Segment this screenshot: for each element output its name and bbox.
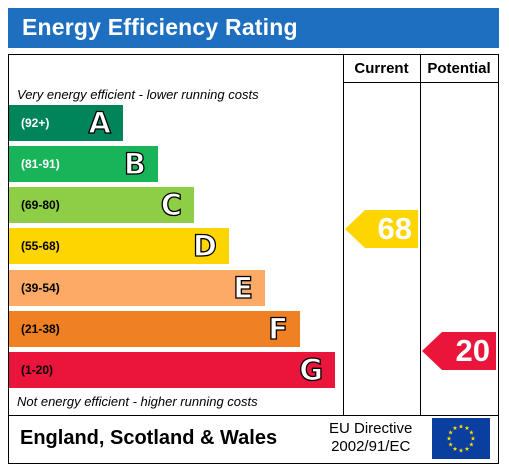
- eu-star-icon: [448, 430, 453, 435]
- band-letter: G: [299, 352, 324, 387]
- eu-star-icon: [452, 446, 458, 451]
- band-letter: A: [88, 105, 112, 140]
- eu-star-icon: [448, 442, 453, 447]
- potential-rating-arrow: 20: [422, 332, 496, 370]
- band-range: (92+): [21, 116, 50, 130]
- band-c: (69-80) C: [9, 187, 194, 223]
- band-range: (69-80): [21, 198, 60, 212]
- band-letter: E: [233, 270, 254, 305]
- eu-directive-line1: EU Directive: [329, 420, 413, 437]
- footer: England, Scotland & Wales EU Directive 2…: [8, 415, 499, 464]
- potential-arrow-shape: [422, 332, 496, 370]
- current-rating-value: 68: [377, 211, 412, 246]
- band-range: (1-20): [21, 363, 54, 377]
- column-header-potential: Potential: [427, 60, 491, 77]
- eu-star-icon: [469, 442, 474, 447]
- page-title: Energy Efficiency Rating: [22, 14, 298, 40]
- eu-star-icon: [452, 425, 458, 431]
- eu-star-icon: [458, 424, 464, 429]
- band-g: (1-20) G: [9, 352, 335, 388]
- eu-star-icon: [458, 448, 464, 453]
- caption-efficient: Very energy efficient - lower running co…: [17, 87, 259, 102]
- rating-chart: Current Potential Very energy efficient …: [8, 54, 499, 416]
- title-bar: Energy Efficiency Rating: [8, 8, 499, 48]
- band-range: (21-38): [21, 322, 60, 336]
- band-f: (21-38) F: [9, 311, 300, 347]
- current-rating-arrow: 68: [345, 210, 418, 248]
- eu-star-icon: [446, 436, 452, 441]
- eu-star-icon: [470, 436, 476, 441]
- band-e: (39-54) E: [9, 270, 265, 306]
- caption-inefficient: Not energy efficient - higher running co…: [17, 394, 258, 409]
- band-range: (55-68): [21, 239, 60, 253]
- band-b: (81-91) B: [9, 146, 158, 182]
- footer-region: England, Scotland & Wales: [20, 427, 278, 449]
- band-letter: C: [160, 187, 183, 222]
- eu-flag-icon: [432, 418, 490, 459]
- band-a: (92+) A: [9, 105, 123, 141]
- band-letter: F: [268, 311, 289, 346]
- eu-star-icon: [464, 446, 470, 451]
- eu-flag-stars: [446, 424, 476, 453]
- header-divider: [343, 82, 498, 83]
- potential-rating-value: 20: [455, 333, 490, 368]
- eu-directive: EU Directive 2002/91/EC: [329, 420, 412, 456]
- band-range: (81-91): [21, 157, 60, 171]
- eu-star-icon: [469, 430, 474, 435]
- column-divider-current: [343, 55, 344, 415]
- current-arrow-shape: [345, 210, 418, 248]
- eu-directive-line2: 2002/91/EC: [331, 438, 411, 455]
- band-letter: D: [192, 228, 217, 263]
- eu-star-icon: [464, 425, 470, 431]
- column-divider-potential: [420, 55, 421, 415]
- column-header-current: Current: [354, 60, 409, 77]
- band-d: (55-68) D: [9, 228, 229, 264]
- band-letter: B: [123, 146, 146, 181]
- band-range: (39-54): [21, 281, 60, 295]
